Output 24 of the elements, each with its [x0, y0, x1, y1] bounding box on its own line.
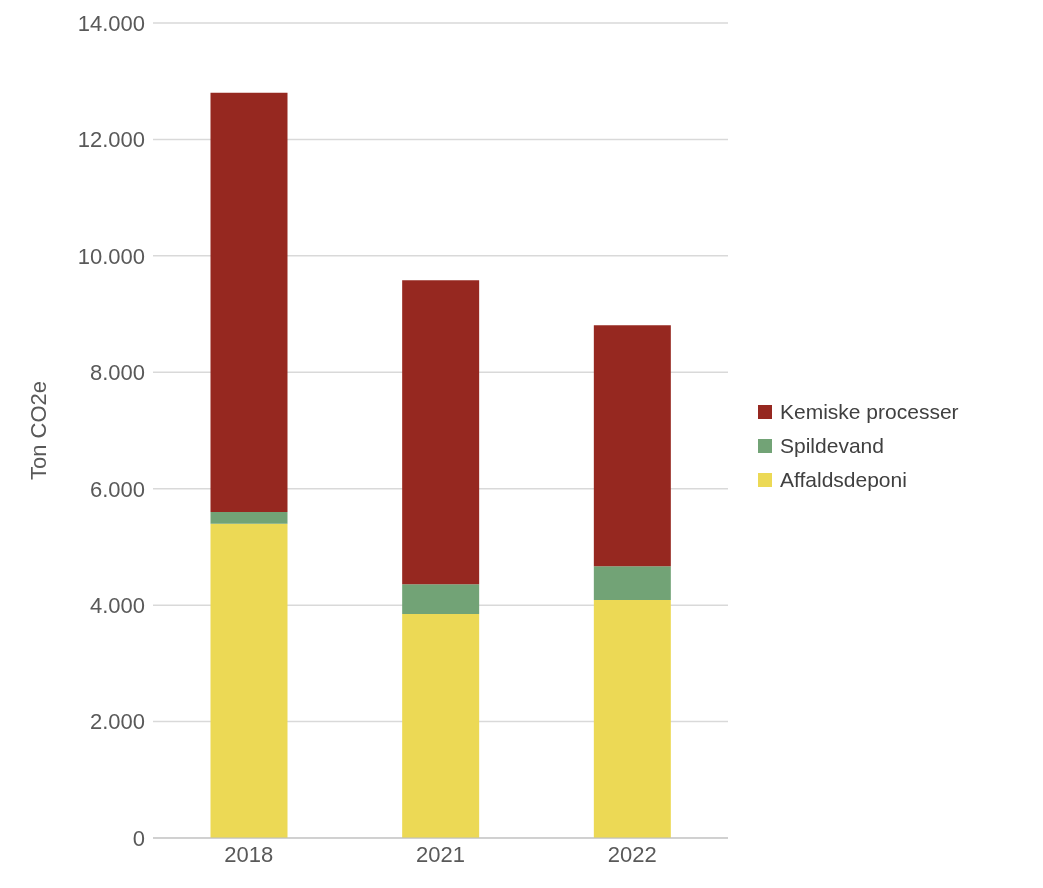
legend-label: Spildevand	[780, 433, 884, 458]
x-tick-label: 2018	[224, 841, 274, 867]
bar	[210, 512, 288, 524]
y-tick-label: 10.000	[77, 243, 145, 269]
legend-label: Kemiske processer	[780, 399, 959, 424]
y-tick-label: 12.000	[77, 127, 145, 153]
y-tick-label: 6.000	[89, 476, 145, 502]
y-tick-label: 2.000	[89, 709, 145, 735]
legend-label: Affaldsdeponi	[780, 467, 907, 492]
y-tick-label: 0	[132, 825, 145, 851]
bar	[402, 584, 480, 614]
x-tick-label: 2021	[416, 841, 465, 867]
x-tick-label: 2022	[607, 841, 657, 867]
bar	[210, 523, 288, 838]
bar	[593, 325, 671, 567]
bar	[593, 566, 671, 600]
bar	[402, 280, 480, 585]
bar	[593, 599, 671, 838]
bar	[402, 613, 480, 838]
y-axis-title: Ton CO2e	[25, 380, 51, 481]
bar	[210, 92, 288, 512]
y-tick-label: 4.000	[89, 592, 145, 618]
y-tick-label: 8.000	[89, 360, 145, 386]
y-tick-label: 14.000	[77, 10, 145, 36]
